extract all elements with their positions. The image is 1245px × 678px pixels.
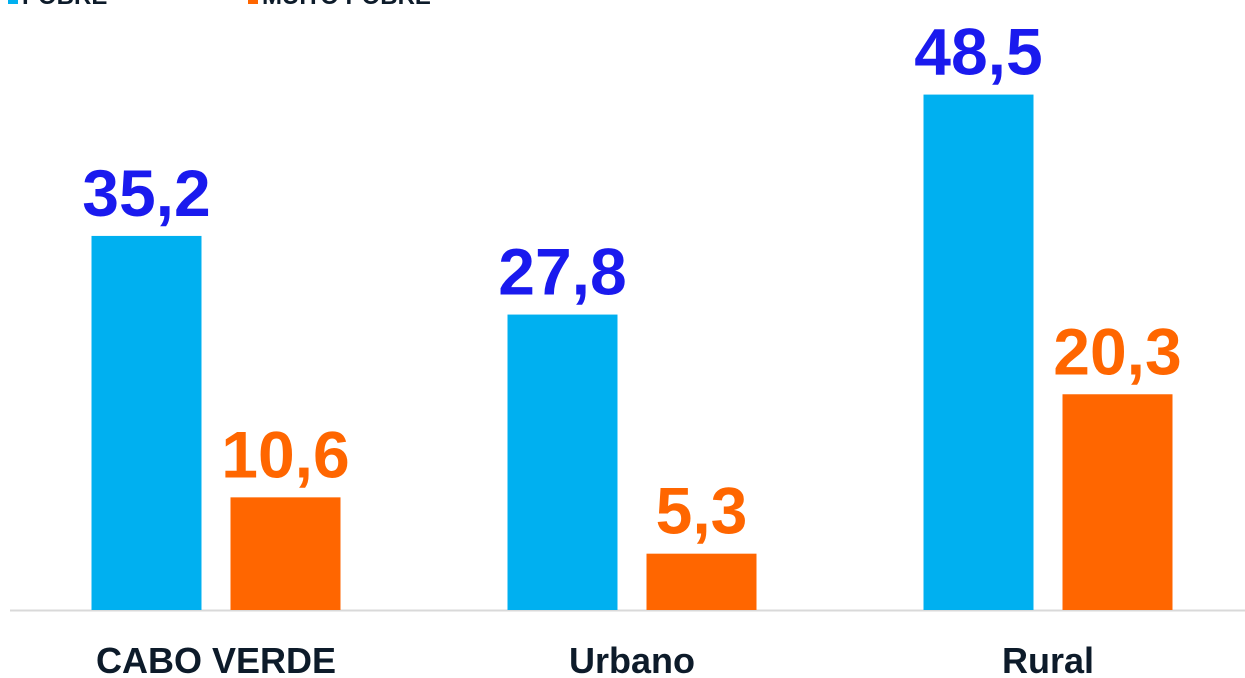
bar bbox=[507, 314, 618, 610]
data-label: 27,8 bbox=[498, 235, 626, 309]
legend-label: MUITO POBRE bbox=[262, 0, 431, 10]
bar bbox=[230, 497, 341, 610]
legend-swatch bbox=[248, 0, 258, 4]
data-label: 5,3 bbox=[656, 474, 748, 548]
data-label: 48,5 bbox=[914, 15, 1042, 89]
x-tick-label: Rural bbox=[1002, 640, 1094, 678]
data-label: 10,6 bbox=[221, 417, 349, 491]
bar bbox=[646, 553, 757, 610]
x-tick-label: CABO VERDE bbox=[96, 640, 336, 678]
legend-swatch bbox=[8, 0, 18, 4]
x-tick-label: Urbano bbox=[569, 640, 695, 678]
legend-label: POBRE bbox=[22, 0, 107, 10]
data-label: 20,3 bbox=[1053, 314, 1181, 388]
data-label: 35,2 bbox=[82, 156, 210, 230]
bar bbox=[1062, 394, 1173, 610]
bar bbox=[923, 94, 1034, 610]
bar bbox=[91, 235, 202, 610]
